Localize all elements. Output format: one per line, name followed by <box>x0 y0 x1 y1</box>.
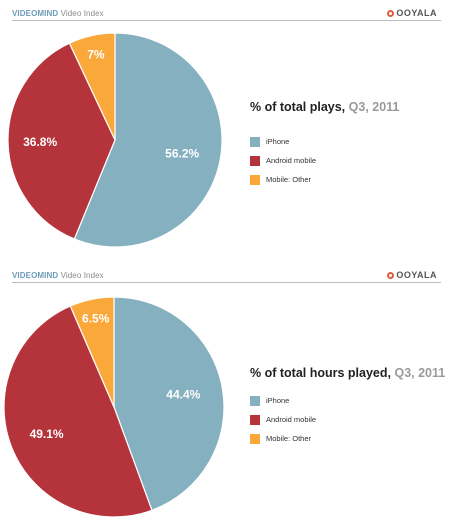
legend-swatch <box>250 433 260 444</box>
logo-text: OOYALA <box>396 8 437 18</box>
legend-item-other: Mobile: Other <box>250 170 316 189</box>
chart-panel-plays: VIDEOMIND Video Index OOYALA 56.2% 36.8% 7… <box>7 8 441 248</box>
legend-item-iphone: iPhone <box>250 391 316 410</box>
brand-label: VIDEOMIND <box>12 271 59 280</box>
ooyala-mark-icon <box>387 272 395 279</box>
chart-panel-hours: VIDEOMIND Video Index OOYALA 44.4% 49.1% 6… <box>0 262 449 523</box>
ooyala-logo: OOYALA <box>387 8 437 18</box>
legend-item-android: Android mobile <box>250 410 316 429</box>
header-divider <box>12 282 441 283</box>
slice-value-label: 44.4% <box>166 388 200 402</box>
chart-title: % of total plays, Q3, 2011 <box>250 100 399 114</box>
pie-slice-iphone <box>113 296 225 512</box>
legend-label: Mobile: Other <box>266 175 312 184</box>
legend-swatch <box>250 174 260 185</box>
brand-label: VIDEOMIND <box>12 9 59 18</box>
chart-legend: iPhone Android mobile Mobile: Other <box>250 391 316 448</box>
brand-sub-label: Video Index <box>58 271 104 280</box>
pie-slice-android <box>7 42 116 240</box>
ooyala-mark-icon <box>387 10 395 17</box>
chart-legend: iPhone Android mobile Mobile: Other <box>250 132 316 189</box>
slice-value-label: 36.8% <box>23 135 57 149</box>
legend-swatch <box>250 414 260 425</box>
slice-value-label: 56.2% <box>165 146 199 160</box>
legend-label: Mobile: Other <box>266 434 312 443</box>
panel-header: VIDEOMIND Video Index <box>12 9 104 18</box>
legend-item-android: Android mobile <box>250 151 316 170</box>
chart-title-period: Q3, 2011 <box>394 366 446 380</box>
brand-sub-label: Video Index <box>58 9 104 18</box>
legend-label: Android mobile <box>266 156 317 165</box>
pie-chart-plays: 56.2% 36.8% 7% <box>7 32 223 248</box>
pie-chart-hours: 44.4% 49.1% 6.5% <box>3 296 225 518</box>
chart-title: % of total hours played, Q3, 2011 <box>250 366 445 380</box>
legend-item-iphone: iPhone <box>250 132 316 151</box>
pie-slice-iphone <box>73 32 223 248</box>
panel-header: VIDEOMIND Video Index <box>12 271 104 280</box>
ooyala-logo: OOYALA <box>387 270 437 280</box>
legend-label: iPhone <box>266 137 290 146</box>
pie-slice-other <box>68 32 116 141</box>
legend-item-other: Mobile: Other <box>250 429 316 448</box>
legend-swatch <box>250 155 260 166</box>
chart-title-period: Q3, 2011 <box>348 100 400 114</box>
chart-title-main: % of total plays, <box>250 100 349 114</box>
slice-value-label: 7% <box>87 47 105 61</box>
slice-value-label: 6.5% <box>82 312 110 326</box>
logo-text: OOYALA <box>396 270 437 280</box>
slice-value-label: 49.1% <box>30 427 64 441</box>
pie-slice-other <box>69 296 115 408</box>
legend-swatch <box>250 395 260 406</box>
chart-title-main: % of total hours played, <box>250 366 395 380</box>
legend-label: iPhone <box>266 396 290 405</box>
header-divider <box>12 20 441 21</box>
legend-label: Android mobile <box>266 415 317 424</box>
pie-slice-android <box>3 305 153 518</box>
legend-swatch <box>250 136 260 147</box>
